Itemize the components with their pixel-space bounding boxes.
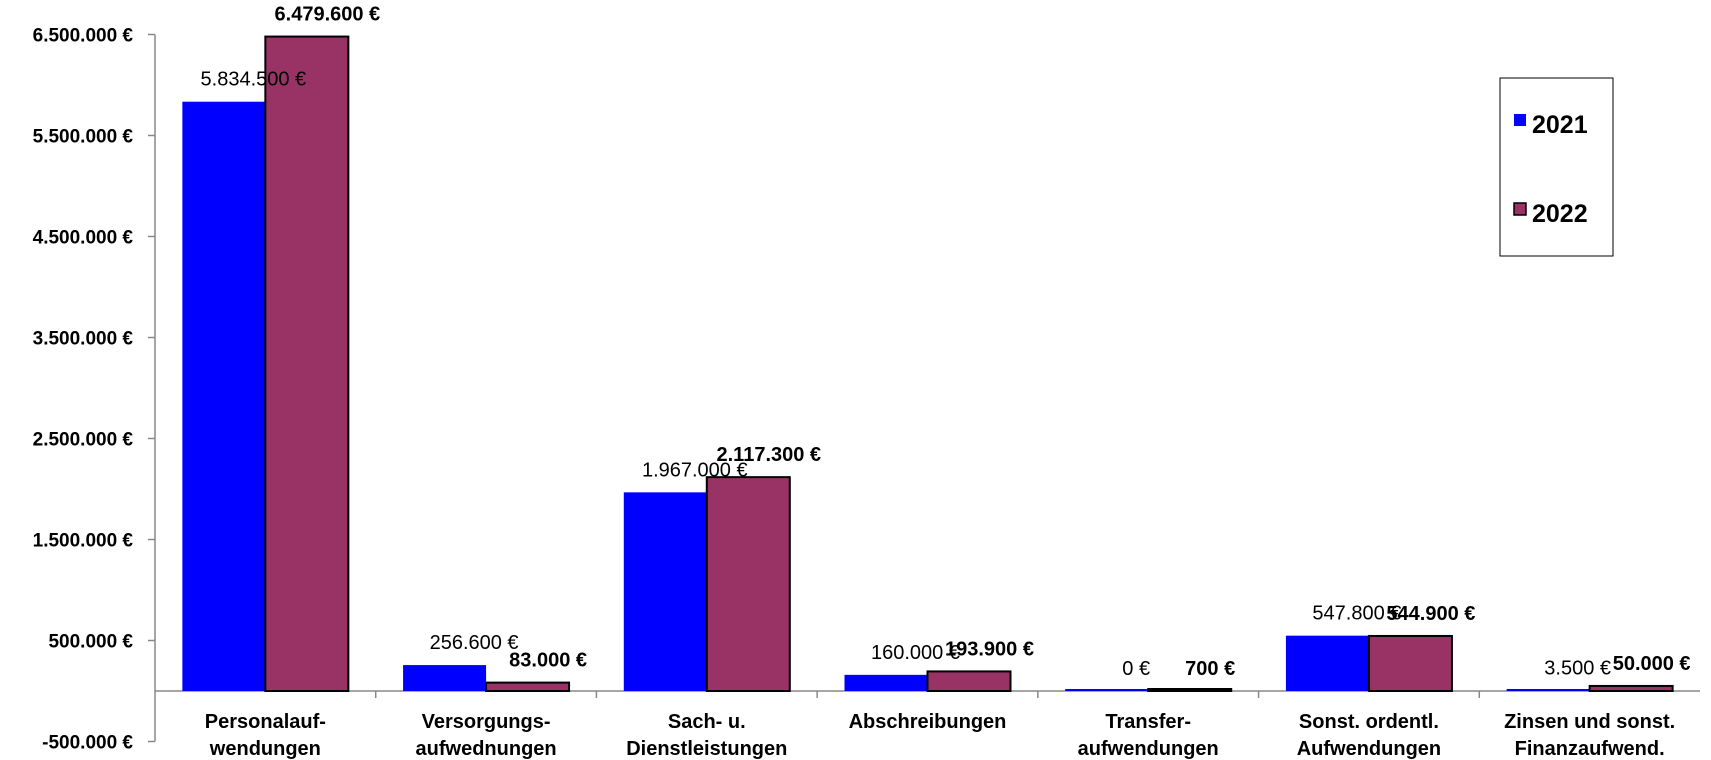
y-tick-label: 5.500.000 €	[33, 127, 134, 148]
data-label-2022: 50.000 €	[1613, 653, 1691, 675]
y-tick-label: 3.500.000 €	[33, 329, 134, 350]
data-label-2022: 83.000 €	[509, 650, 587, 672]
x-tick-label: Sonst. ordentl.	[1299, 711, 1439, 733]
legend-label-2022: 2022	[1532, 200, 1588, 228]
x-tick-label: Sach- u.	[668, 711, 746, 733]
bar-2021	[182, 101, 266, 691]
x-tick-label: Versorgungs-	[422, 711, 551, 733]
x-tick-label: Finanzaufwend.	[1515, 738, 1665, 760]
data-label-2021: 1.967.000 €	[642, 459, 748, 481]
bar-2022	[705, 476, 791, 693]
data-label-2022: 193.900 €	[945, 638, 1034, 660]
bar-2021	[623, 492, 707, 691]
data-label-2022: 544.900 €	[1386, 603, 1475, 625]
x-tick-label: Dienstleistungen	[626, 738, 787, 760]
bar-2022	[926, 670, 1012, 692]
bar-2022	[1588, 684, 1674, 693]
x-tick-label: wendungen	[209, 738, 321, 760]
bar-2021	[403, 665, 487, 691]
x-tick-label: Personalauf-	[205, 711, 326, 733]
data-label-2021: 3.500 €	[1544, 658, 1611, 680]
data-label-2021: 547.800 €	[1312, 603, 1401, 625]
data-label-2021: 256.600 €	[430, 632, 519, 654]
y-tick-label: 1.500.000 €	[33, 531, 134, 552]
legend: 2021 2022	[1499, 77, 1614, 257]
bar-2022	[1147, 688, 1233, 692]
x-tick-label: Zinsen und sonst.	[1504, 711, 1675, 733]
bar-2021	[844, 674, 928, 691]
bar-2022	[1367, 634, 1453, 692]
x-tick-label: Abschreibungen	[849, 711, 1007, 733]
bar-2021	[1506, 689, 1590, 691]
data-label-2021: 0 €	[1122, 658, 1150, 680]
bar-2022	[485, 681, 571, 693]
bar-2021	[1285, 635, 1369, 691]
data-label-2022: 6.479.600 €	[275, 4, 381, 26]
data-label-2021: 5.834.500 €	[201, 69, 307, 91]
bars	[182, 35, 1674, 693]
y-tick-label: 6.500.000 €	[33, 26, 134, 47]
y-tick-label: 2.500.000 €	[33, 430, 134, 451]
data-label-2022: 700 €	[1185, 658, 1235, 680]
bar-2021	[1065, 689, 1149, 691]
data-label-2021: 160.000 €	[871, 642, 960, 664]
bar-2022	[264, 35, 350, 692]
x-tick-label: Aufwendungen	[1297, 738, 1441, 760]
x-axis: Personalauf-wendungen Versorgungs-aufwedn…	[155, 690, 1700, 760]
x-tick-label: Transfer-	[1105, 711, 1191, 733]
data-labels: 5.834.500 € 6.479.600 € 256.600 €83.000 € 1…	[201, 4, 1691, 680]
data-label-2022: 2.117.300 €	[717, 444, 822, 466]
legend-box	[1499, 77, 1614, 257]
y-tick-label: -500.000 €	[42, 733, 133, 754]
legend-swatch-2022	[1513, 202, 1527, 216]
legend-swatch-2021	[1514, 114, 1526, 126]
y-tick-label: 500.000 €	[48, 632, 133, 653]
x-tick-label: aufwednungen	[416, 738, 557, 760]
legend-label-2021: 2021	[1532, 111, 1588, 139]
y-tick-label: 4.500.000 €	[33, 228, 134, 249]
y-axis: 6.500.000 € 5.500.000 € 4.500.000 € 3.500.0…	[33, 26, 156, 754]
x-tick-label: aufwendungen	[1078, 738, 1219, 760]
